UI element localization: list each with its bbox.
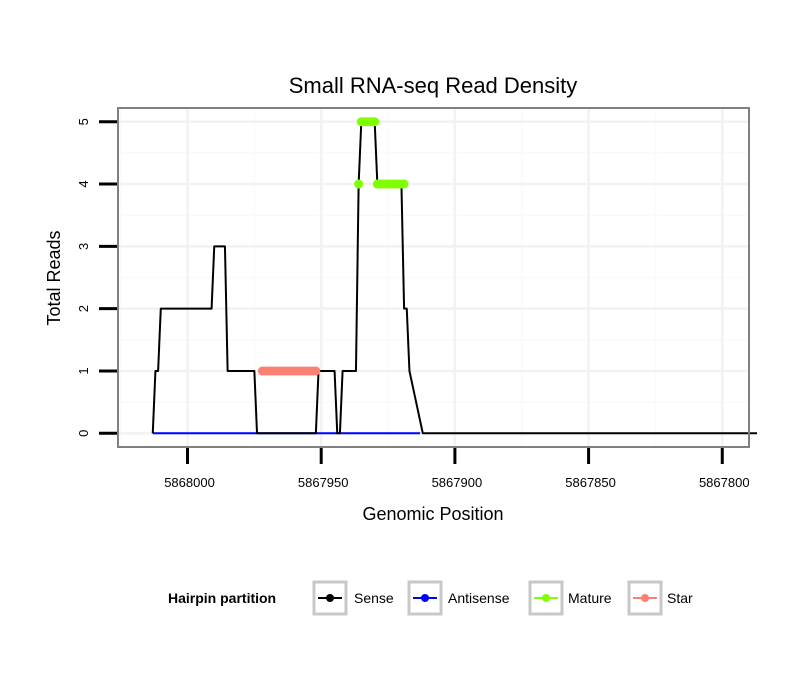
series-layer	[151, 117, 758, 435]
plot-panel-border	[117, 107, 750, 448]
chart-title: Small RNA-seq Read Density	[289, 73, 578, 98]
legend-item-mature: Mature	[528, 580, 612, 616]
x-tick-label: 5867800	[699, 475, 750, 490]
legend-label: Antisense	[448, 590, 510, 606]
legend-key-point	[421, 594, 429, 602]
x-tick-label: 5867950	[298, 475, 349, 490]
legend-key-point	[542, 594, 550, 602]
star-point	[311, 366, 321, 376]
x-tick-label: 5867900	[432, 475, 483, 490]
legend-title: Hairpin partition	[168, 590, 276, 606]
series-star	[257, 366, 321, 376]
legend-item-sense: Sense	[312, 580, 394, 616]
y-tick-label: 0	[76, 430, 91, 437]
x-axis: 5868000 5867950 5867900 5867850 5867800	[164, 448, 750, 490]
y-tick-label: 5	[76, 118, 91, 125]
legend-label: Mature	[568, 590, 612, 606]
x-tick-label: 5867850	[565, 475, 616, 490]
legend-label: Sense	[354, 590, 394, 606]
y-tick-label: 4	[76, 180, 91, 187]
legend-key-point	[641, 594, 649, 602]
legend-item-star: Star	[627, 580, 693, 616]
legend: Hairpin partition Sense Antisense Mature St…	[168, 580, 693, 616]
series-mature	[354, 117, 409, 189]
y-tick-label: 1	[76, 367, 91, 374]
x-axis-title: Genomic Position	[362, 504, 503, 524]
x-tick-label: 5868000	[164, 475, 215, 490]
mature-point	[354, 179, 364, 189]
mature-point	[399, 179, 409, 189]
legend-label: Star	[667, 590, 693, 606]
mature-point	[370, 117, 380, 127]
legend-key-point	[326, 594, 334, 602]
y-axis: 0 1 2 3 4 5	[76, 118, 117, 437]
legend-item-antisense: Antisense	[407, 580, 510, 616]
y-axis-title: Total Reads	[44, 230, 64, 325]
y-tick-label: 2	[76, 305, 91, 312]
y-tick-label: 3	[76, 243, 91, 250]
